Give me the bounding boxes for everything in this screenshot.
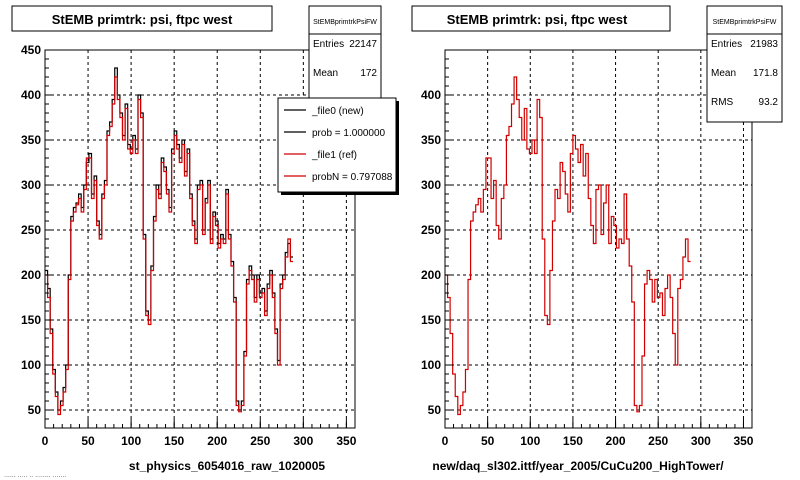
x-tick-label: 150 bbox=[563, 434, 583, 448]
x-tick-label: 200 bbox=[606, 434, 626, 448]
histogram-panel-right: 0 50 100 150 200 250 300 350 50 100 150 200 250 300 3… bbox=[411, 5, 783, 473]
x-tick-label: 200 bbox=[207, 434, 227, 448]
y-tick-label: 250 bbox=[421, 223, 441, 237]
x-tick-label: 50 bbox=[481, 434, 495, 448]
x-axis-ticks: 0 50 100 150 200 250 300 350 bbox=[442, 419, 754, 448]
stats-label: RMS bbox=[711, 97, 734, 108]
stats-box: StEMBprimtrkPsiFW Entries 22147 Mean 172 bbox=[308, 5, 382, 101]
chart-title: StEMB primtrk: psi, ftpc west bbox=[52, 12, 233, 27]
legend-label: probN = 0.797088 bbox=[312, 172, 393, 183]
y-tick-label: 200 bbox=[21, 268, 41, 282]
y-tick-label: 100 bbox=[21, 358, 41, 372]
x-axis-label: new/daq_sl302.ittf/year_2005/CuCu200_Hig… bbox=[432, 459, 724, 473]
stats-frame bbox=[706, 5, 783, 123]
y-tick-label: 400 bbox=[21, 88, 41, 102]
series--file1-ref- bbox=[45, 76, 293, 416]
title-box: StEMB primtrk: psi, ftpc west bbox=[11, 5, 273, 32]
x-axis-label: st_physics_6054016_raw_1020005 bbox=[129, 459, 325, 473]
y-tick-label: 450 bbox=[21, 43, 41, 57]
stats-value: 22147 bbox=[349, 39, 377, 50]
x-tick-label: 350 bbox=[733, 434, 753, 448]
stats-label: Mean bbox=[313, 68, 338, 79]
histogram-panel-left: 0 50 100 150 200 250 300 350 50 100 150 200 250 300 3… bbox=[11, 5, 399, 473]
y-tick-label: 100 bbox=[421, 358, 441, 372]
stats-value: 171.8 bbox=[753, 68, 778, 79]
x-tick-label: 0 bbox=[442, 434, 449, 448]
title-box: StEMB primtrk: psi, ftpc west bbox=[411, 5, 671, 32]
x-axis-ticks: 0 50 100 150 200 250 300 350 bbox=[42, 419, 357, 448]
stats-value: 93.2 bbox=[759, 97, 779, 108]
stats-value: 172 bbox=[360, 68, 377, 79]
legend-label: _file1 (ref) bbox=[311, 150, 357, 161]
y-tick-label: 300 bbox=[21, 178, 41, 192]
x-tick-label: 100 bbox=[121, 434, 141, 448]
x-tick-label: 50 bbox=[81, 434, 95, 448]
x-tick-label: 350 bbox=[336, 434, 356, 448]
y-tick-label: 150 bbox=[421, 313, 441, 327]
legend-label: _file0 (new) bbox=[311, 106, 364, 117]
chart-title: StEMB primtrk: psi, ftpc west bbox=[447, 12, 628, 27]
x-tick-label: 250 bbox=[250, 434, 270, 448]
y-tick-label: 150 bbox=[21, 313, 41, 327]
y-axis-ticks: 50 100 150 200 250 300 350 400 bbox=[421, 58, 454, 420]
stats-label: Entries bbox=[711, 39, 742, 50]
x-tick-label: 100 bbox=[520, 434, 540, 448]
x-tick-label: 300 bbox=[293, 434, 313, 448]
series-group bbox=[445, 76, 691, 416]
y-tick-label: 350 bbox=[421, 133, 441, 147]
y-tick-label: 300 bbox=[421, 178, 441, 192]
legend-label: prob = 1.000000 bbox=[312, 128, 386, 139]
legend-box: _file0 (new) prob = 1.000000 _file1 (ref) p… bbox=[277, 97, 399, 195]
stats-label: Entries bbox=[313, 39, 344, 50]
x-tick-label: 0 bbox=[42, 434, 49, 448]
stats-header: StEMBprimtrkPsiFW bbox=[713, 19, 777, 26]
series-histogram bbox=[445, 76, 691, 416]
y-tick-label: 400 bbox=[421, 88, 441, 102]
stats-value: 21983 bbox=[750, 39, 778, 50]
plot-frame bbox=[444, 49, 753, 429]
bottom-left-text: ...... ..... .. ........ ....... bbox=[4, 472, 66, 479]
series-group bbox=[45, 67, 293, 416]
y-tick-label: 200 bbox=[421, 268, 441, 282]
y-tick-label: 50 bbox=[28, 403, 42, 417]
y-tick-label: 50 bbox=[428, 403, 442, 417]
y-axis-ticks: 50 100 150 200 250 300 350 400 450 bbox=[21, 43, 54, 420]
y-tick-label: 350 bbox=[21, 133, 41, 147]
stats-label: Mean bbox=[711, 68, 736, 79]
x-tick-label: 300 bbox=[691, 434, 711, 448]
y-tick-label: 250 bbox=[21, 223, 41, 237]
stats-box: StEMBprimtrkPsiFW Entries 21983 Mean 171.8 RM… bbox=[706, 5, 783, 123]
x-tick-label: 250 bbox=[648, 434, 668, 448]
stats-header: StEMBprimtrkPsiFW bbox=[313, 19, 377, 26]
x-tick-label: 150 bbox=[164, 434, 184, 448]
